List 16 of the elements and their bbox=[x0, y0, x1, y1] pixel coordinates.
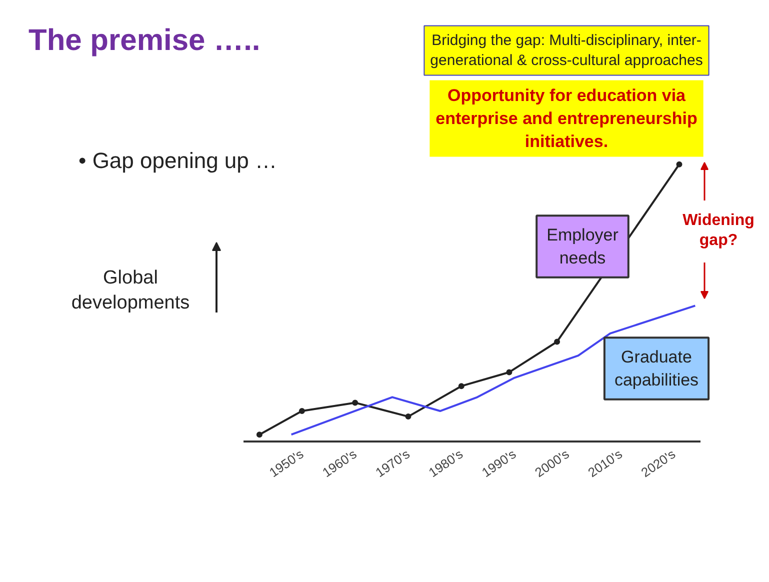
point bbox=[405, 414, 412, 420]
series-label: Graduate capabilities bbox=[614, 348, 699, 390]
point bbox=[506, 369, 512, 376]
point bbox=[298, 408, 305, 414]
y-axis-title: Global developments bbox=[71, 267, 190, 314]
text: Bridging the gap: Multi-disciplinary, inter-generational & cross-cultural approaches bbox=[430, 32, 703, 70]
chart-title: The premise ….. bbox=[28, 24, 260, 57]
point bbox=[554, 338, 560, 345]
text: Opportunity for education via enterprise and entrepreneurship initiatives. bbox=[436, 86, 698, 151]
series-label: Employer needs bbox=[546, 226, 619, 268]
annotation: Widening gap? bbox=[682, 212, 754, 250]
point bbox=[256, 432, 262, 438]
point bbox=[458, 383, 464, 390]
chart-subtitle: • Gap opening up … bbox=[78, 148, 278, 173]
point bbox=[676, 161, 682, 168]
point bbox=[352, 400, 358, 406]
